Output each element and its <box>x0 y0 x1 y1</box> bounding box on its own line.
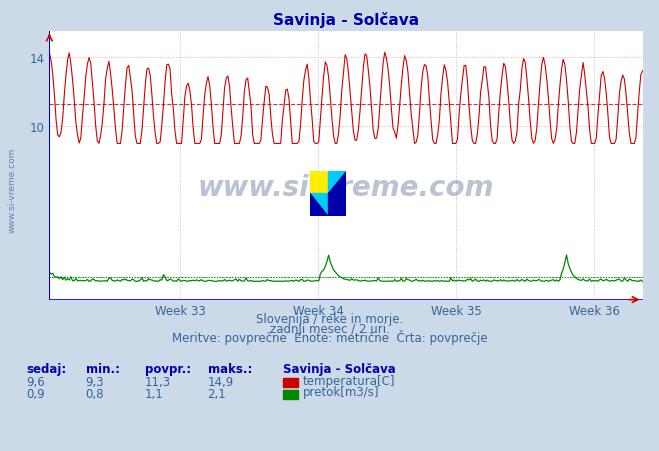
Text: 0,9: 0,9 <box>26 387 45 400</box>
Text: www.si-vreme.com: www.si-vreme.com <box>8 147 17 232</box>
Polygon shape <box>328 171 346 194</box>
Text: pretok[m3/s]: pretok[m3/s] <box>303 385 380 398</box>
Text: 2,1: 2,1 <box>208 387 226 400</box>
Text: temperatura[C]: temperatura[C] <box>303 374 395 387</box>
Polygon shape <box>310 194 328 216</box>
Text: 14,9: 14,9 <box>208 376 234 389</box>
Text: min.:: min.: <box>86 362 120 375</box>
Text: 9,3: 9,3 <box>86 376 104 389</box>
Text: Savinja - Solčava: Savinja - Solčava <box>283 362 396 375</box>
Title: Savinja - Solčava: Savinja - Solčava <box>273 12 419 28</box>
Text: Slovenija / reke in morje.: Slovenija / reke in morje. <box>256 313 403 326</box>
Bar <box>310 171 328 194</box>
Bar <box>328 194 346 216</box>
Text: 0,8: 0,8 <box>86 387 104 400</box>
Bar <box>310 194 328 216</box>
Text: sedaj:: sedaj: <box>26 362 67 375</box>
Text: povpr.:: povpr.: <box>145 362 191 375</box>
Text: 1,1: 1,1 <box>145 387 163 400</box>
Text: www.si-vreme.com: www.si-vreme.com <box>198 173 494 201</box>
Text: Meritve: povprečne  Enote: metrične  Črta: povprečje: Meritve: povprečne Enote: metrične Črta:… <box>172 329 487 345</box>
Text: maks.:: maks.: <box>208 362 252 375</box>
Text: zadnji mesec / 2 uri.: zadnji mesec / 2 uri. <box>270 322 389 335</box>
Bar <box>328 171 346 194</box>
Text: 9,6: 9,6 <box>26 376 45 389</box>
Text: 11,3: 11,3 <box>145 376 171 389</box>
